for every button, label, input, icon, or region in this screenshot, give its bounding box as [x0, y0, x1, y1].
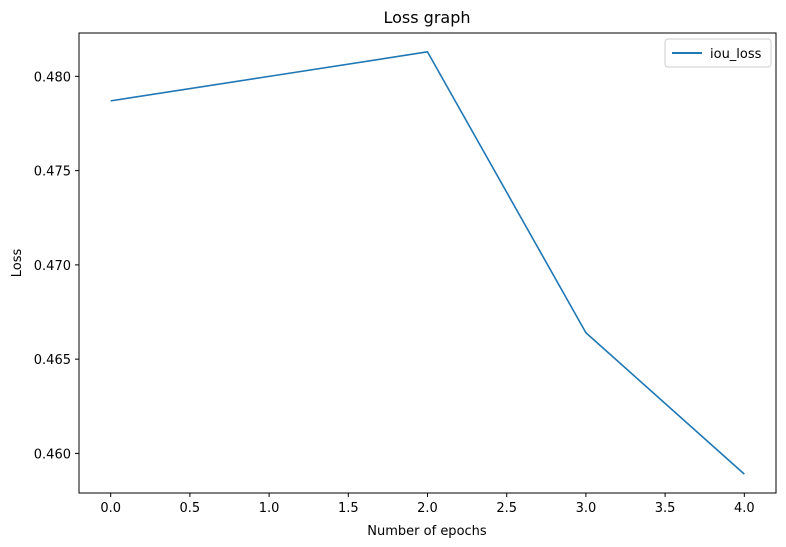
- x-tick-label: 4.0: [734, 501, 755, 516]
- y-tick-label: 0.460: [34, 447, 71, 462]
- plot-area: [78, 32, 777, 494]
- legend-box: [664, 38, 772, 68]
- x-tick-label: 2.0: [417, 501, 438, 516]
- legend-label-iou-loss: iou_loss: [710, 47, 762, 62]
- y-axis-ticks: 0.460 0.465 0.470 0.475 0.480: [34, 70, 79, 462]
- y-tick-label: 0.470: [34, 259, 71, 274]
- series-line-iou-loss: [110, 51, 745, 475]
- y-tick-label: 0.465: [34, 353, 71, 368]
- x-tick-label: 1.5: [338, 501, 359, 516]
- series-lines: [110, 51, 745, 475]
- x-tick-label: 0.5: [180, 501, 201, 516]
- chart-title: Loss graph: [383, 8, 470, 27]
- x-tick-label: 1.0: [259, 501, 280, 516]
- x-axis-label: Number of epochs: [367, 524, 487, 539]
- x-tick-label: 0.0: [100, 501, 121, 516]
- y-tick-label: 0.475: [34, 165, 71, 180]
- x-tick-label: 3.5: [655, 501, 676, 516]
- legend: iou_loss: [664, 38, 772, 68]
- x-tick-label: 3.0: [576, 501, 597, 516]
- y-tick-label: 0.480: [34, 70, 71, 85]
- x-tick-label: 2.5: [496, 501, 517, 516]
- y-axis-label: Loss: [10, 249, 25, 278]
- x-axis-ticks: 0.0 0.5 1.0 1.5 2.0 2.5 3.0 3.5 4.0: [100, 493, 755, 516]
- plot-frame: [78, 32, 777, 494]
